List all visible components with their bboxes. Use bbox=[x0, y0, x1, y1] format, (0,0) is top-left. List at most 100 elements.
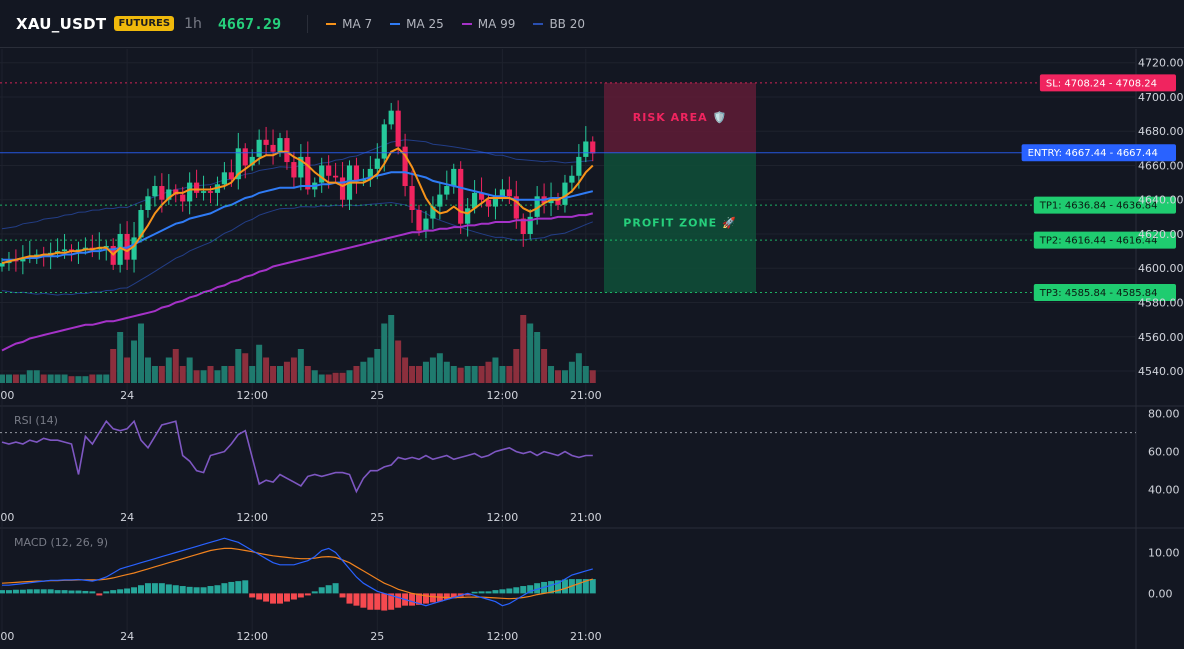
volume-bar bbox=[471, 366, 478, 383]
macd-histogram-bar bbox=[561, 579, 568, 594]
volume-bar bbox=[138, 323, 144, 383]
volume-bar bbox=[381, 323, 388, 383]
volume-bar bbox=[409, 366, 416, 383]
timeframe-label[interactable]: 1h bbox=[184, 15, 202, 32]
volume-bar bbox=[332, 372, 339, 383]
volume-bar bbox=[346, 370, 353, 383]
volume-bar bbox=[318, 374, 325, 383]
macd-histogram-bar bbox=[443, 593, 450, 600]
macd-histogram-bar bbox=[193, 587, 200, 594]
macd-histogram-bar bbox=[5, 590, 12, 594]
candle-body bbox=[166, 189, 172, 200]
legend-ma7[interactable]: MA 7 bbox=[326, 17, 372, 31]
level-tag-entry bbox=[1021, 144, 1176, 162]
volume-bar bbox=[165, 357, 172, 383]
macd-title: MACD (12, 26, 9) bbox=[14, 536, 108, 549]
macd-histogram-bar bbox=[332, 583, 339, 594]
macd-histogram-bar bbox=[144, 583, 151, 594]
price-time-label: 12:00 bbox=[487, 389, 519, 402]
candle-body bbox=[513, 196, 519, 219]
candle-body bbox=[221, 172, 227, 185]
macd-histogram-bar bbox=[589, 579, 596, 594]
price-axis-label: 4660.00 bbox=[1138, 159, 1184, 172]
macd-histogram-bar bbox=[388, 593, 395, 610]
volume-bar bbox=[158, 366, 165, 383]
macd-histogram-bar bbox=[346, 593, 353, 604]
volume-bar bbox=[68, 376, 75, 383]
legend-bb20[interactable]: BB 20 bbox=[533, 17, 585, 31]
volume-bar bbox=[304, 366, 311, 383]
candle-body bbox=[319, 165, 325, 183]
candle-body bbox=[555, 198, 561, 205]
macd-histogram-bar bbox=[506, 588, 513, 594]
macd-histogram-bar bbox=[311, 591, 318, 594]
macd-time-label: 12:00 bbox=[487, 630, 519, 643]
macd-histogram-bar bbox=[492, 590, 499, 594]
candle-body bbox=[381, 124, 387, 159]
legend-label-ma99: MA 99 bbox=[477, 16, 516, 31]
rsi-axis-label: 40.00 bbox=[1148, 484, 1180, 497]
candle-body bbox=[409, 186, 415, 211]
candle-body bbox=[159, 186, 165, 200]
macd-time-label: 12:00 bbox=[236, 630, 268, 643]
bb-lower-band bbox=[1, 201, 593, 296]
legend-ma99[interactable]: MA 99 bbox=[461, 16, 516, 31]
macd-histogram-bar bbox=[360, 593, 367, 608]
bb-upper-band bbox=[1, 139, 593, 230]
candle-body bbox=[402, 146, 408, 187]
candle-body bbox=[180, 194, 186, 202]
candle-body bbox=[131, 237, 137, 260]
candle-body bbox=[520, 218, 526, 234]
macd-histogram-bar bbox=[221, 583, 228, 594]
header-divider bbox=[307, 14, 309, 33]
legend-swatch-ma25 bbox=[390, 22, 401, 25]
macd-histogram-bar bbox=[151, 583, 158, 594]
volume-bar bbox=[96, 374, 103, 383]
volume-bar bbox=[485, 361, 492, 383]
volume-bar bbox=[395, 340, 402, 383]
risk-zone bbox=[604, 82, 756, 153]
candle-body bbox=[478, 192, 485, 200]
candle-body bbox=[339, 177, 346, 200]
macd-histogram-bar bbox=[40, 589, 47, 594]
volume-bar bbox=[47, 374, 54, 383]
price-axis-label: 4580.00 bbox=[1138, 296, 1184, 309]
candle-body bbox=[492, 196, 499, 207]
macd-histogram-bar bbox=[367, 593, 374, 610]
macd-histogram-bar bbox=[277, 593, 283, 604]
macd-histogram-bar bbox=[131, 587, 138, 594]
macd-histogram-bar bbox=[249, 593, 256, 598]
macd-histogram-bar bbox=[499, 589, 506, 594]
candle-body bbox=[298, 156, 304, 178]
level-tag-sl bbox=[1039, 74, 1176, 92]
volume-bar bbox=[520, 315, 527, 383]
volume-bar bbox=[548, 366, 555, 383]
volume-bar bbox=[450, 366, 457, 383]
macd-histogram-bar bbox=[158, 583, 165, 594]
macd-histogram-bar bbox=[450, 593, 457, 599]
volume-bar bbox=[89, 374, 96, 383]
candle-body bbox=[263, 139, 269, 145]
volume-bar bbox=[54, 374, 61, 383]
price-axis-label: 4540.00 bbox=[1138, 365, 1184, 378]
candle-body bbox=[145, 196, 151, 211]
candle-body bbox=[416, 210, 422, 231]
macd-histogram-bar bbox=[200, 587, 207, 594]
rsi-time-label: 12:00 bbox=[236, 511, 268, 524]
rsi-time-label: 25 bbox=[370, 511, 384, 524]
volume-bar bbox=[214, 370, 221, 383]
macd-histogram-bar bbox=[575, 579, 582, 594]
legend-swatch-bb20 bbox=[533, 22, 544, 25]
candle-body bbox=[277, 138, 283, 152]
legend-ma25[interactable]: MA 25 bbox=[390, 17, 444, 31]
macd-line bbox=[2, 537, 593, 607]
candle-body bbox=[284, 138, 290, 163]
macd-histogram-bar bbox=[96, 593, 103, 596]
macd-histogram-bar bbox=[318, 587, 325, 594]
candle-body bbox=[235, 148, 241, 180]
ma7-line bbox=[1, 147, 594, 265]
price-axis-label: 4680.00 bbox=[1138, 125, 1184, 138]
legend-swatch-ma7 bbox=[326, 22, 337, 25]
symbol-name[interactable]: XAU_USDT bbox=[16, 14, 107, 33]
